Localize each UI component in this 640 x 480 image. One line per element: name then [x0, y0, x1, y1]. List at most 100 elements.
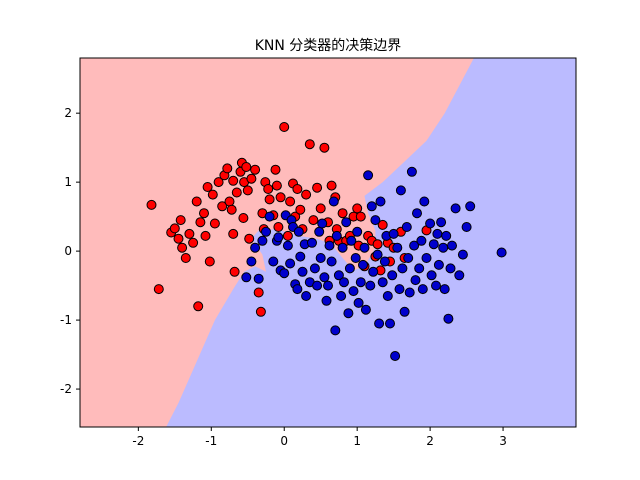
point-class-0-14 — [200, 230, 211, 241]
point-class-1-90 — [428, 239, 439, 250]
point-class-0-19 — [213, 177, 224, 188]
point-class-1-21 — [297, 266, 308, 277]
point-class-0-6 — [177, 242, 188, 253]
point-class-1-48 — [350, 253, 361, 263]
point-class-1-11 — [279, 268, 290, 279]
plot-frame — [79, 57, 577, 428]
point-class-1-76 — [401, 222, 412, 232]
point-class-1-97 — [441, 230, 452, 241]
point-class-1-84 — [416, 235, 427, 246]
x-tick-label--1: -1 — [205, 434, 217, 448]
point-class-0-37 — [250, 164, 261, 175]
point-class-0-18 — [209, 218, 220, 229]
point-class-1-66 — [382, 291, 393, 301]
point-class-1-74 — [397, 263, 408, 274]
point-class-1-36 — [328, 196, 339, 207]
point-class-1-89 — [426, 270, 437, 281]
point-class-1-5 — [261, 226, 271, 237]
point-class-1-75 — [399, 306, 410, 317]
point-class-1-59 — [370, 215, 381, 226]
point-class-0-3 — [169, 223, 180, 234]
point-class-0-39 — [255, 306, 266, 317]
point-class-1-91 — [431, 280, 441, 291]
x-tick-label-0: 0 — [280, 434, 288, 448]
point-class-0-61 — [312, 182, 323, 193]
point-class-1-19 — [293, 226, 304, 237]
point-class-1-56 — [365, 280, 376, 291]
decision-region-class-0 — [80, 58, 474, 427]
point-class-0-50 — [279, 122, 290, 132]
y-tick-label-1: 1 — [64, 175, 72, 189]
point-class-1-98 — [443, 313, 454, 324]
point-class-1-86 — [419, 196, 430, 207]
point-class-0-20 — [217, 201, 228, 212]
point-class-1-103 — [457, 249, 468, 260]
point-class-1-100 — [447, 240, 457, 251]
point-class-0-24 — [226, 204, 237, 215]
point-class-1-104 — [461, 222, 472, 232]
point-class-1-28 — [314, 226, 325, 237]
scatter-points — [146, 122, 507, 361]
point-class-0-44 — [264, 194, 275, 205]
point-class-1-70 — [390, 351, 401, 361]
point-class-1-106 — [496, 247, 507, 258]
x-axis: -2 -1 0 1 2 3 — [132, 427, 507, 448]
point-class-1-42 — [339, 277, 349, 288]
point-class-1-64 — [379, 256, 390, 267]
point-class-1-49 — [352, 226, 363, 237]
point-class-1-31 — [319, 272, 330, 283]
point-class-1-30 — [317, 218, 328, 229]
point-class-1-88 — [425, 218, 436, 229]
point-class-0-25 — [228, 175, 239, 186]
point-class-1-57 — [366, 201, 377, 212]
point-class-0-48 — [273, 222, 284, 232]
point-class-1-41 — [337, 242, 348, 253]
point-class-1-23 — [301, 291, 312, 301]
point-class-0-58 — [301, 189, 312, 200]
point-class-0-31 — [238, 213, 249, 223]
point-class-1-1 — [246, 256, 257, 267]
point-class-1-7 — [268, 256, 279, 267]
x-tick-label-1: 1 — [353, 434, 361, 448]
y-tick-label-0: 0 — [64, 244, 72, 258]
point-class-1-101 — [450, 203, 461, 214]
point-class-1-27 — [312, 280, 323, 291]
point-class-1-4 — [257, 235, 268, 246]
point-class-1-94 — [436, 217, 447, 228]
point-class-1-105 — [465, 201, 476, 212]
point-class-1-63 — [377, 277, 388, 288]
point-class-1-73 — [395, 185, 406, 196]
point-class-0-56 — [295, 204, 306, 215]
point-class-0-60 — [308, 215, 319, 226]
x-tick-label-2: 2 — [426, 434, 434, 448]
point-class-0-27 — [229, 266, 240, 277]
point-class-1-44 — [343, 308, 354, 319]
point-class-1-69 — [388, 228, 399, 239]
point-class-1-72 — [394, 284, 405, 295]
point-class-0-12 — [195, 217, 206, 228]
point-class-0-15 — [202, 182, 213, 192]
point-class-0-59 — [304, 139, 315, 150]
point-class-1-13 — [282, 240, 293, 251]
point-class-0-11 — [193, 301, 204, 312]
point-class-1-55 — [363, 170, 374, 181]
point-class-1-82 — [412, 208, 422, 219]
point-class-1-0 — [241, 272, 252, 283]
point-class-0-81 — [372, 239, 383, 250]
point-class-1-83 — [414, 263, 425, 274]
point-class-1-33 — [323, 280, 333, 291]
point-class-1-52 — [358, 259, 368, 270]
point-class-0-74 — [352, 203, 363, 214]
point-class-1-99 — [445, 263, 456, 274]
point-class-0-38 — [253, 287, 264, 298]
point-class-1-58 — [368, 266, 379, 277]
point-class-0-7 — [180, 253, 191, 263]
point-class-0-83 — [377, 219, 388, 230]
point-class-1-67 — [385, 318, 395, 329]
point-class-0-23 — [224, 196, 235, 207]
point-class-0-66 — [326, 180, 337, 191]
point-class-1-81 — [410, 275, 421, 286]
point-class-0-46 — [270, 164, 281, 175]
point-class-1-29 — [315, 253, 326, 263]
